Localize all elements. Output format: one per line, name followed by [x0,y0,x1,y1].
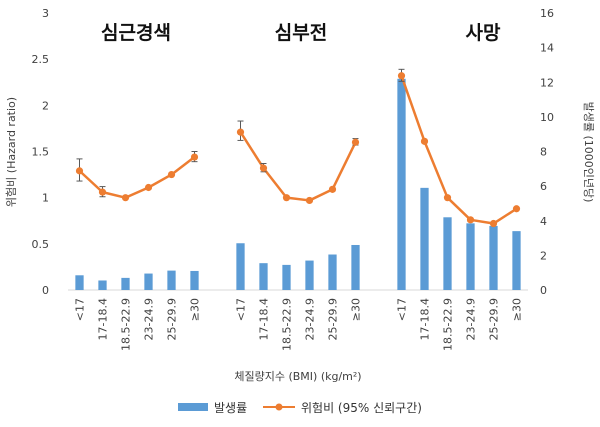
incidence-bar [397,78,406,290]
hazard-ratio-point [98,188,107,196]
incidence-bar [167,270,176,290]
x-tick-label: 25-29.9 [166,298,179,340]
incidence-bar [466,223,475,290]
x-tick-label: 25-29.9 [488,298,501,340]
hazard-ratio-point [190,153,199,161]
x-tick-label: 17-18.4 [419,298,432,340]
y-left-tick-label: 1.5 [32,146,50,159]
x-tick-label: 23-24.9 [143,298,156,340]
incidence-bar [75,275,84,290]
y-right-tick-label: 0 [540,284,547,297]
hazard-ratio-line [400,75,518,225]
y-left-tick-label: 3 [42,7,49,20]
incidence-bar [351,244,360,290]
incidence-bar [282,264,291,290]
y-right-tick-label: 6 [540,180,547,193]
hazard-ratio-point [305,196,314,205]
y-left-tick-label: 2 [42,99,49,112]
incidence-bar [98,280,107,290]
incidence-bar [489,225,498,290]
hazard-ratio-point [259,164,268,172]
line-layer [75,68,521,228]
legend-line-marker [275,403,283,411]
hazard-ratio-line [239,131,357,202]
incidence-bar [328,254,337,290]
hazard-ratio-point [121,194,130,202]
legend-bar-label: 발생률 [214,401,247,415]
hazard-ratio-point [489,219,498,228]
y-right-tick-label: 2 [540,249,547,262]
legend-line-label: 위험비 (95% 신뢰구간) [301,401,422,415]
x-tick-label: 18.5-22.9 [442,298,455,351]
group-title-hf: 심부전 [275,22,327,44]
hazard-ratio-point [397,72,406,80]
hazard-ratio-line [78,156,196,199]
bars-layer [75,78,521,290]
x-tick-label: 23-24.9 [465,298,478,340]
x-tick-label: ≥30 [350,298,363,321]
hazard-ratio-point [351,138,360,146]
x-axis-title: 체질량지수 (BMI) (kg/m²) [234,370,361,383]
y-right-tick-label: 8 [540,146,547,159]
hazard-ratio-point [236,128,245,136]
y-right-tick-label: 16 [540,7,554,20]
legend-bar-swatch [178,403,208,411]
incidence-bar [512,231,521,290]
hazard-ratio-point [328,185,337,193]
y-left-tick-label: 0 [42,284,49,297]
hazard-ratio-point [167,170,176,179]
incidence-bar [259,263,268,290]
x-tick-label: <17 [74,298,87,321]
x-tick-label: <17 [235,298,248,321]
y-left-tick-label: 2.5 [32,53,50,66]
hazard-ratio-point [443,194,452,202]
x-tick-label: 18.5-22.9 [120,298,133,351]
incidence-bar [121,277,130,290]
y-right-tick-label: 14 [540,42,554,55]
hazard-ratio-point [512,205,521,213]
incidence-bar [144,273,153,290]
group-title-death: 사망 [466,22,501,44]
y-left-tick-label: 1 [42,192,49,205]
y-right-tick-label: 12 [540,76,554,89]
hazard-ratio-point [144,183,153,192]
y-right-tick-label: 4 [540,215,547,228]
x-tick-label: 17-18.4 [97,298,110,340]
x-tick-label: 23-24.9 [304,298,317,340]
x-tick-label: 17-18.4 [258,298,271,340]
hazard-ratio-point [420,137,429,145]
ticks-layer: 0 0.5 1 1.5 2 2.5 3 0 2 4 6 8 10 12 14 16 <17 17-18.4 18.5… [32,7,555,351]
x-tick-label: ≥30 [511,298,524,321]
x-tick-label: ≥30 [189,298,202,321]
incidence-bar [190,270,199,290]
incidence-bar [305,260,314,290]
y-right-axis-title: 발생률 (1000인년당) [582,102,595,203]
incidence-bar [443,217,452,290]
x-tick-label: <17 [396,298,409,321]
hazard-ratio-point [75,167,84,175]
x-tick-label: 18.5-22.9 [281,298,294,351]
y-left-axis-title: 위험비 (Hazard ratio) [5,97,18,207]
incidence-bar [420,187,429,290]
group-title-mi: 심근경색 [101,22,171,44]
hazard-ratio-point [282,194,291,202]
incidence-bar [236,243,245,290]
y-right-tick-label: 10 [540,111,554,124]
hazard-ratio-point [466,216,475,224]
legend: 발생률 위험비 (95% 신뢰구간) [178,401,422,415]
y-left-tick-label: 0.5 [32,238,50,251]
x-tick-label: 25-29.9 [327,298,340,340]
